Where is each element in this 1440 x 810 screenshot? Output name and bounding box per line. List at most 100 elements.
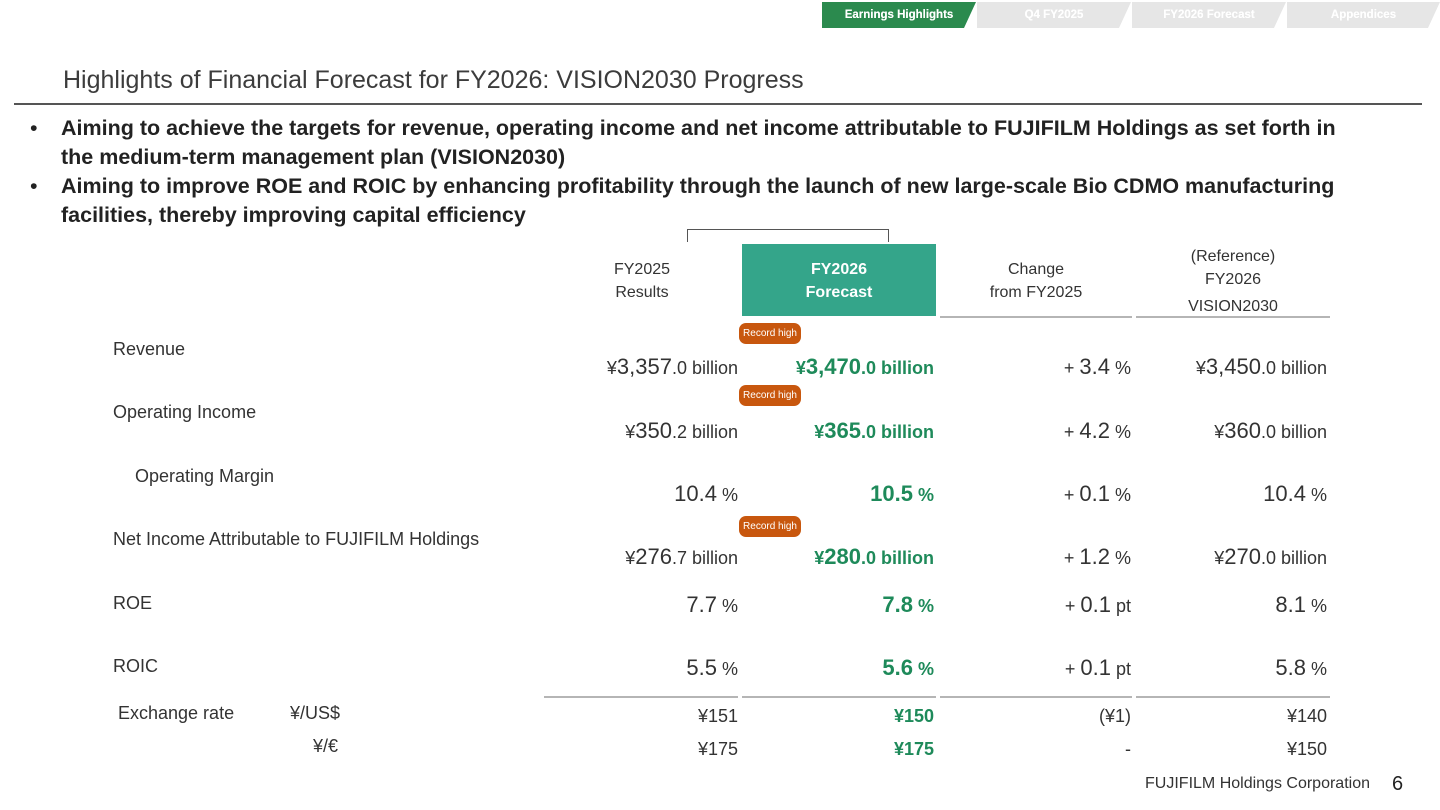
header-rule: [940, 316, 1132, 318]
value-fy2026: ¥280.0 billion: [814, 544, 934, 570]
title-divider: [14, 103, 1422, 105]
col-header-line: Results: [615, 284, 669, 301]
value-suf: .0 billion: [860, 358, 934, 378]
value-fy2026: 7.8 %: [882, 592, 934, 618]
value-main: 1.2: [1079, 544, 1110, 569]
value-main: 270: [1224, 544, 1261, 569]
footer-company: FUJIFILM Holdings Corporation: [1145, 775, 1370, 792]
value-main: 280: [824, 544, 861, 569]
value-suf: %: [716, 485, 738, 505]
tab-label: FY2026 Forecast: [1163, 9, 1255, 21]
page-number: 6: [1392, 773, 1404, 795]
value-change: + 1.2 %: [1064, 544, 1131, 570]
exchange-rule: [544, 696, 738, 698]
value-main: 10.4: [1263, 481, 1306, 506]
value-fy2025: 7.7 %: [686, 592, 738, 618]
value-change: + 0.1 pt: [1065, 592, 1131, 618]
value-pre: ¥: [625, 548, 636, 568]
row-label: Net Income Attributable to FUJIFILM Hold…: [113, 529, 480, 549]
col-header-line: FY2025: [613, 261, 671, 278]
value-fy2026: ¥3,470.0 billion: [796, 354, 934, 380]
value-main: 4.2: [1079, 418, 1110, 443]
eur-fy2025: ¥175: [697, 739, 738, 759]
value-suf: %: [1305, 596, 1327, 616]
value-change: + 4.2 %: [1064, 418, 1131, 444]
tab-q4-fy2025[interactable]: Q4 FY2025: [977, 2, 1131, 28]
value-main: 350: [635, 418, 672, 443]
bullet-marker: •: [30, 116, 38, 140]
usd-fy2025: ¥151: [697, 706, 738, 726]
value-suf: %: [1109, 485, 1131, 505]
exchange-rule: [742, 696, 936, 698]
value-suf: .7 billion: [671, 548, 738, 568]
value-suf: pt: [1110, 659, 1131, 679]
value-main: 360: [1224, 418, 1261, 443]
value-suf: .0 billion: [1260, 358, 1327, 378]
tab-fy2026-forecast[interactable]: FY2026 Forecast: [1132, 2, 1286, 28]
eur-fy2026: ¥175: [893, 739, 934, 759]
value-pre: +: [1063, 485, 1080, 505]
value-main: 5.8: [1275, 655, 1306, 680]
tab-label: Q4 FY2025: [1024, 9, 1084, 21]
value-fy2025: ¥350.2 billion: [625, 418, 738, 444]
bullet-item: • Aiming to improve ROE and ROIC by enha…: [30, 172, 1360, 230]
value-suf: .0 billion: [671, 358, 738, 378]
tab-label: Appendices: [1330, 9, 1397, 21]
value-vision: 10.4 %: [1263, 481, 1327, 507]
row-label: ROE: [113, 593, 153, 613]
eur-vision: ¥150: [1286, 739, 1327, 759]
col-header-fy2026-forecast: FY2026 Forecast: [742, 244, 936, 316]
value-main: 276: [635, 544, 672, 569]
tab-label: Earnings Highlights: [844, 9, 954, 21]
value-suf: .0 billion: [860, 422, 934, 442]
row-label: ROIC: [113, 656, 158, 676]
value-pre: ¥: [1195, 358, 1206, 378]
value-pre: +: [1063, 358, 1080, 378]
value-pre: ¥: [814, 548, 825, 568]
page-title: Highlights of Financial Forecast for FY2…: [63, 66, 804, 94]
value-main: 5.5: [686, 655, 717, 680]
value-main: 10.4: [674, 481, 717, 506]
value-pre: +: [1063, 548, 1080, 568]
value-pre: +: [1064, 659, 1081, 679]
value-suf: %: [912, 659, 934, 679]
col-header-line: VISION2030: [1188, 298, 1278, 315]
value-main: 3.4: [1079, 354, 1110, 379]
value-pre: ¥: [1214, 422, 1225, 442]
eur-change: -: [1125, 739, 1131, 759]
value-fy2025: ¥276.7 billion: [625, 544, 738, 570]
exchange-rule: [1136, 696, 1330, 698]
value-pre: ¥: [795, 358, 806, 378]
value-fy2026: 10.5 %: [870, 481, 934, 507]
value-pre: ¥: [1214, 548, 1225, 568]
value-fy2025: 10.4 %: [674, 481, 738, 507]
value-pre: +: [1064, 596, 1081, 616]
col-header-line: Change: [1007, 261, 1065, 278]
value-suf: %: [1109, 358, 1131, 378]
value-main: 0.1: [1079, 481, 1110, 506]
value-suf: %: [912, 596, 934, 616]
value-suf: %: [716, 596, 738, 616]
col-header-line: Forecast: [805, 284, 873, 301]
tab-appendices[interactable]: Appendices: [1287, 2, 1440, 28]
value-pre: ¥: [606, 358, 617, 378]
col-header-line: (Reference): [1190, 248, 1276, 265]
value-main: 3,470: [805, 354, 861, 379]
value-suf: %: [1109, 548, 1131, 568]
value-change: + 0.1 pt: [1065, 655, 1131, 681]
value-main: 3,357: [616, 354, 672, 379]
tab-earnings-highlights[interactable]: Earnings Highlights: [822, 2, 976, 28]
exchange-rate-label: Exchange rate: [118, 703, 235, 723]
value-main: 3,450: [1205, 354, 1261, 379]
eur-unit-label: ¥/€: [313, 736, 339, 756]
usd-unit-label: ¥/US$: [290, 703, 341, 723]
value-change: + 3.4 %: [1064, 354, 1131, 380]
value-main: 0.1: [1080, 655, 1111, 680]
value-vision: ¥3,450.0 billion: [1196, 354, 1327, 380]
value-suf: %: [912, 485, 934, 505]
col-header-line: from FY2025: [989, 284, 1083, 301]
row-label: Revenue: [113, 339, 186, 359]
col-header-line: FY2026: [1204, 271, 1262, 288]
value-vision: 8.1 %: [1275, 592, 1327, 618]
bullet-text: Aiming to improve ROE and ROIC by enhanc…: [61, 174, 1335, 227]
